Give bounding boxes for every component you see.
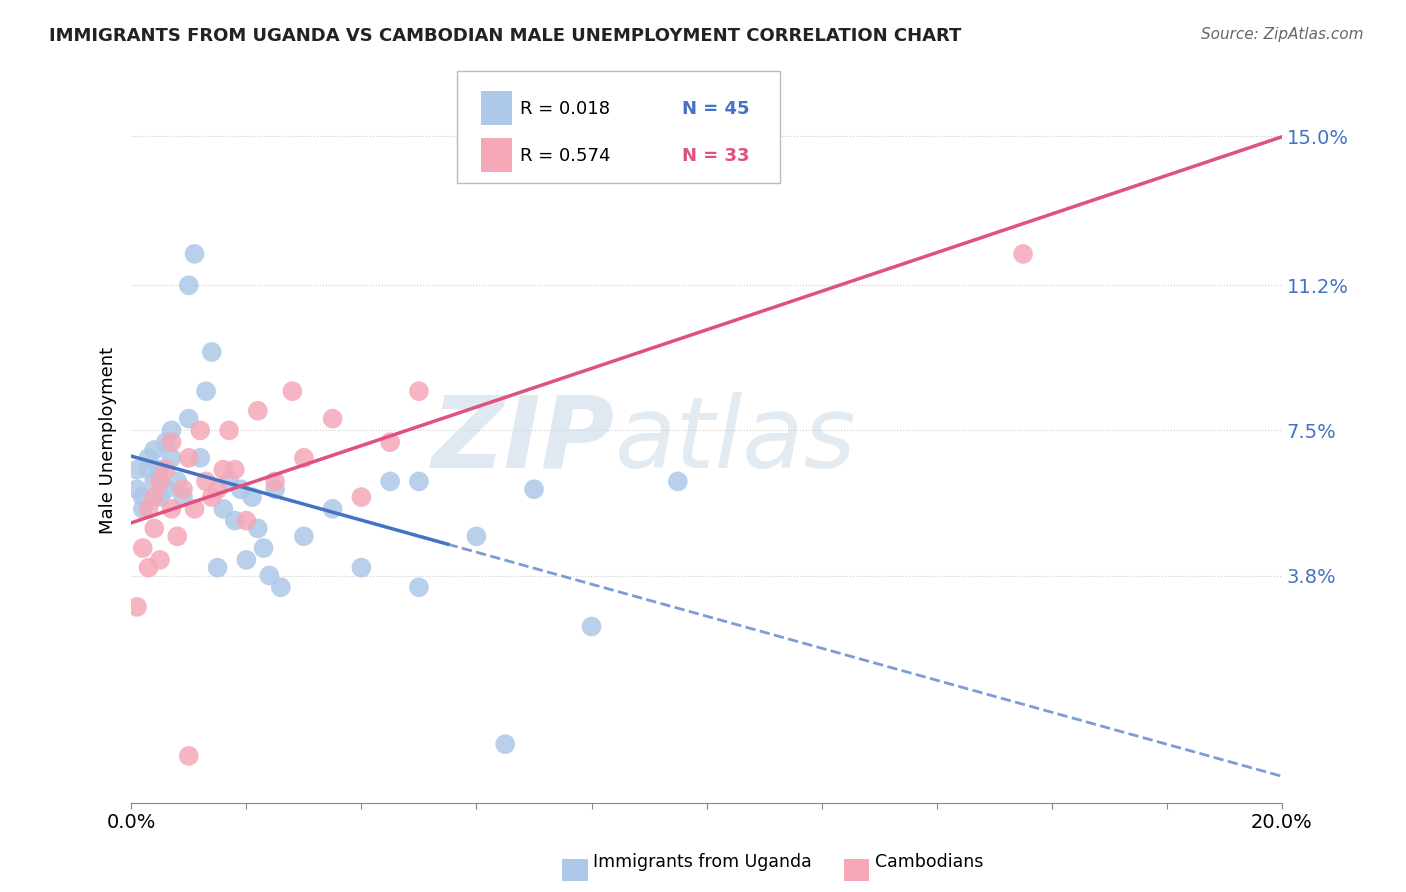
Point (350, 490, 373, 504)
Point (218, 475, 240, 489)
Point (235, 514, 257, 528)
Point (264, 482, 287, 496)
Point (143, 443, 166, 458)
Point (195, 475, 218, 489)
Text: Source: ZipAtlas.com: Source: ZipAtlas.com (1201, 27, 1364, 42)
Point (408, 580, 430, 594)
Point (160, 501, 183, 516)
Point (322, 501, 344, 516)
Point (177, 450, 200, 465)
Text: atlas: atlas (614, 392, 856, 489)
Point (292, 450, 315, 465)
Point (160, 424, 183, 438)
Point (378, 435, 401, 450)
Point (132, 541, 155, 555)
Point (408, 384, 430, 399)
Point (259, 568, 281, 582)
Point (195, 384, 218, 399)
Text: N = 33: N = 33 (682, 147, 749, 165)
Point (138, 450, 160, 465)
Point (155, 462, 177, 476)
Point (143, 521, 166, 535)
Point (207, 560, 229, 574)
Point (149, 490, 172, 504)
Point (270, 580, 292, 594)
Text: N = 45: N = 45 (682, 100, 749, 118)
Point (292, 529, 315, 543)
Point (143, 490, 166, 504)
Point (207, 482, 229, 496)
Point (322, 411, 344, 425)
Point (149, 475, 172, 489)
Point (177, 748, 200, 763)
Point (252, 541, 274, 555)
Point (465, 529, 488, 543)
Point (188, 450, 211, 465)
Point (666, 475, 689, 489)
Point (183, 247, 205, 261)
Point (177, 411, 200, 425)
Point (229, 482, 252, 496)
Point (188, 424, 211, 438)
Point (1012, 247, 1035, 261)
Point (581, 619, 603, 633)
Point (143, 475, 166, 489)
Point (224, 514, 246, 528)
Point (246, 521, 269, 535)
Point (246, 404, 269, 418)
Point (264, 475, 287, 489)
Point (212, 462, 235, 476)
Point (155, 482, 177, 496)
Text: ZIP: ZIP (432, 392, 614, 489)
Point (125, 462, 148, 476)
Point (378, 475, 401, 489)
Point (172, 482, 194, 496)
Point (408, 475, 430, 489)
Point (172, 490, 194, 504)
Point (138, 501, 160, 516)
Point (218, 424, 240, 438)
Point (235, 553, 257, 567)
Point (125, 599, 148, 614)
Y-axis label: Male Unemployment: Male Unemployment (100, 347, 117, 533)
Point (160, 435, 183, 450)
Point (281, 384, 304, 399)
Point (125, 482, 148, 496)
Text: Cambodians: Cambodians (875, 853, 983, 871)
Point (201, 490, 224, 504)
Text: Immigrants from Uganda: Immigrants from Uganda (593, 853, 813, 871)
Point (166, 475, 188, 489)
Point (155, 435, 177, 450)
Point (166, 529, 188, 543)
Point (240, 490, 263, 504)
Point (201, 345, 224, 359)
Point (149, 553, 172, 567)
Text: R = 0.018: R = 0.018 (520, 100, 610, 118)
Point (132, 490, 155, 504)
Point (160, 450, 183, 465)
Point (183, 501, 205, 516)
Point (177, 278, 200, 293)
Point (350, 560, 373, 574)
Text: IMMIGRANTS FROM UGANDA VS CAMBODIAN MALE UNEMPLOYMENT CORRELATION CHART: IMMIGRANTS FROM UGANDA VS CAMBODIAN MALE… (49, 27, 962, 45)
Point (212, 501, 235, 516)
Text: R = 0.574: R = 0.574 (520, 147, 610, 165)
Point (132, 501, 155, 516)
Point (138, 560, 160, 574)
Point (149, 462, 172, 476)
Point (523, 482, 546, 496)
Point (138, 462, 160, 476)
Point (494, 737, 516, 751)
Point (224, 462, 246, 476)
